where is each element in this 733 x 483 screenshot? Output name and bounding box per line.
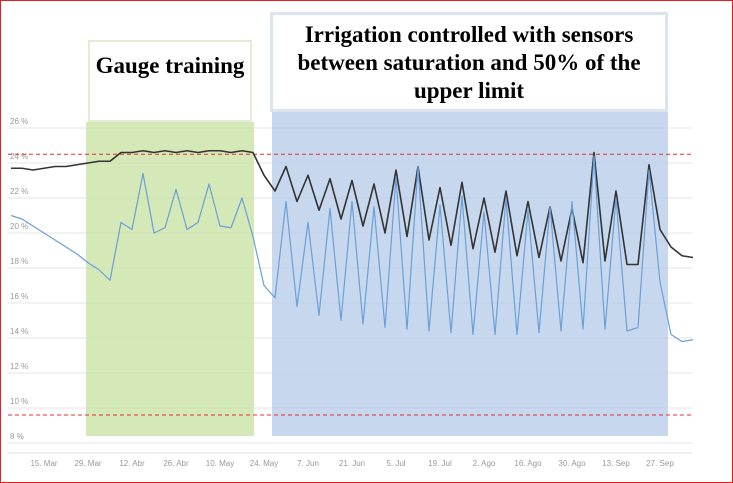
irrigation-region — [272, 112, 668, 436]
x-tick-label: 30. Ago — [558, 459, 586, 468]
annotation: Gauge training — [88, 40, 252, 122]
x-tick-label: 24. May — [250, 459, 278, 468]
x-tick-label: 21. Jun — [339, 459, 365, 468]
y-tick-label: 16 % — [10, 292, 28, 301]
x-tick-label: 7. Jun — [297, 459, 319, 468]
x-tick-label: 16. Ago — [514, 459, 542, 468]
y-tick-label: 12 % — [10, 362, 28, 371]
x-tick-label: 13. Sep — [602, 459, 630, 468]
x-tick-label: 5. Jul — [386, 459, 405, 468]
x-tick-label: 2. Ago — [473, 459, 496, 468]
annotation: Irrigation controlled with sensors betwe… — [270, 12, 668, 112]
x-tick-label: 26. Abr — [163, 459, 189, 468]
y-tick-label: 24 % — [10, 152, 28, 161]
y-tick-label: 22 % — [10, 187, 28, 196]
training-region — [86, 122, 254, 436]
series-line — [11, 149, 694, 266]
y-tick-label: 10 % — [10, 397, 28, 406]
x-tick-label: 12. Abr — [119, 459, 145, 468]
y-tick-label: 26 % — [10, 117, 28, 126]
x-tick-label: 10. May — [206, 459, 234, 468]
series-line — [10, 155, 694, 343]
y-tick-label: 8 % — [10, 432, 24, 441]
x-tick-label: 15. Mar — [30, 459, 57, 468]
y-tick-label: 18 % — [10, 257, 28, 266]
x-tick-label: 19. Jul — [428, 459, 452, 468]
x-tick-label: 29. Mar — [74, 459, 101, 468]
x-tick-label: 27. Sep — [646, 459, 674, 468]
y-tick-label: 20 % — [10, 222, 28, 231]
y-tick-label: 14 % — [10, 327, 28, 336]
